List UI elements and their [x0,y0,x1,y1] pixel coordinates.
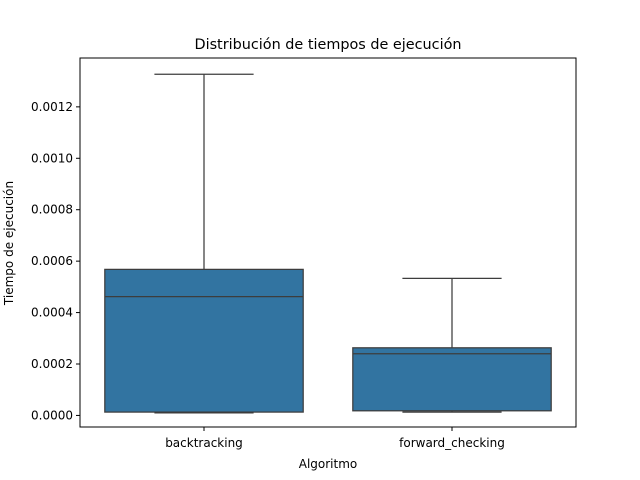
box-backtracking [104,268,304,413]
plot-area [79,57,577,428]
y-axis-ticks: 0.0000 0.0002 0.0004 0.0006 0.0008 0.0010 0.00… [31,100,80,422]
y-axis-label: Tiempo de ejecución [2,181,16,306]
box-forward_checking [352,347,552,412]
x-tick-label: forward_checking [399,436,505,450]
y-tick-label: 0.0002 [31,357,73,371]
axes-frame [79,57,577,428]
chart-title: Distribución de tiempos de ejecución [194,37,461,53]
x-tick-label: backtracking [165,436,243,450]
x-axis-ticks: backtracking forward_checking [165,427,505,450]
y-tick-label: 0.0006 [31,254,73,268]
y-tick-label: 0.0004 [31,306,73,320]
y-tick-label: 0.0010 [31,151,73,165]
y-tick-label: 0.0012 [31,100,73,114]
x-axis-label: Algoritmo [299,457,358,471]
y-tick-label: 0.0008 [31,203,73,217]
y-tick-label: 0.0000 [31,408,73,422]
